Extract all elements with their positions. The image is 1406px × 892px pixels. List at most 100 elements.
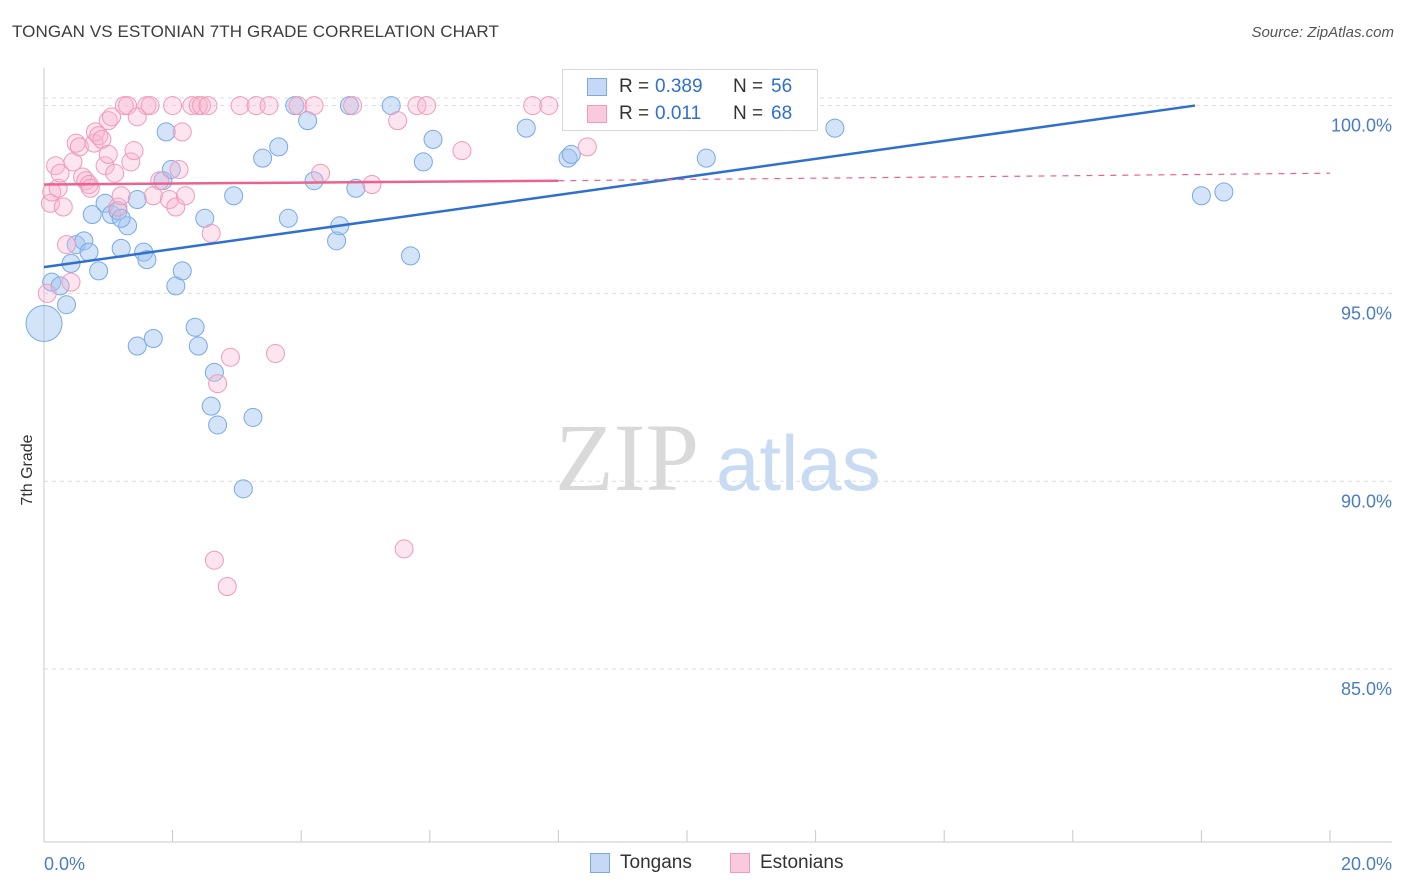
estonian-point — [452, 141, 472, 161]
tongan-point — [278, 208, 298, 228]
tongan-point — [172, 261, 192, 281]
tongan-point — [233, 479, 253, 499]
estonian-point — [124, 141, 144, 161]
estonian-point — [42, 182, 62, 202]
estonian-point — [98, 111, 118, 131]
estonian-point — [121, 152, 141, 172]
legend-n-value: 56 — [771, 76, 793, 97]
estonian-point — [288, 96, 308, 116]
estonian-point — [201, 223, 221, 243]
tongan-point — [143, 329, 163, 349]
tongan-point — [558, 148, 578, 168]
tongan-point — [243, 407, 263, 427]
estonian-point — [198, 96, 218, 116]
estonian-point — [118, 96, 138, 116]
tongan-point — [561, 144, 581, 164]
tongan-point — [127, 336, 147, 356]
tongan-point — [413, 152, 433, 172]
tongan-point — [269, 137, 289, 157]
tongan-point — [118, 216, 138, 236]
legend-n-label: N = — [733, 103, 764, 124]
tongan-point — [201, 396, 221, 416]
estonian-point — [172, 122, 192, 142]
estonian-point — [217, 577, 237, 597]
estonian-point — [108, 197, 128, 217]
tongan-point — [327, 231, 347, 251]
estonians-legend-swatch — [730, 853, 750, 873]
tongan-point — [185, 317, 205, 337]
estonian-point — [577, 137, 597, 157]
tongan-point — [89, 261, 109, 281]
estonian-point — [388, 111, 408, 131]
tongan-point — [188, 336, 208, 356]
tongan-point — [401, 246, 421, 266]
bottom-legend-tongans: Tongans — [590, 852, 692, 874]
legend-r-label: R = — [619, 103, 650, 124]
estonian-point — [166, 197, 186, 217]
legend-r-value: 0.011 — [655, 103, 702, 124]
tongan-point — [161, 159, 181, 179]
estonian-point — [230, 96, 250, 116]
estonians-legend-label: Estonians — [760, 852, 844, 873]
correlation-legend: R = 0.389 N = 56 R = 0.011 N = 68 — [562, 69, 818, 131]
y-tick-label: 100.0% — [1331, 116, 1392, 136]
estonian-point — [310, 163, 330, 183]
estonian-point — [127, 107, 147, 127]
bottom-legend-estonians: Estonians — [730, 852, 843, 874]
tongan-point — [1191, 186, 1211, 206]
tongan-point — [696, 148, 716, 168]
estonian-point — [89, 126, 109, 146]
tongan-point — [224, 186, 244, 206]
x-tick-labels: 0.0% 20.0% — [44, 854, 1392, 874]
legend-n-value: 68 — [771, 103, 793, 124]
x-tick-label: 0.0% — [44, 854, 85, 874]
estonian-point — [111, 186, 131, 206]
estonian-point — [175, 186, 195, 206]
tongan-point — [57, 295, 77, 315]
tongan-point — [79, 242, 99, 262]
estonian-point — [159, 190, 179, 210]
tongan-point — [82, 205, 102, 225]
estonian-point — [204, 550, 224, 570]
watermark: ZIP atlas — [555, 404, 881, 511]
tongan-point — [25, 304, 63, 342]
y-tick-label: 95.0% — [1341, 303, 1392, 323]
estonian-point — [407, 96, 427, 116]
tongan-point — [111, 208, 131, 228]
estonian-point — [539, 96, 559, 116]
estonian-point — [220, 347, 240, 367]
tongan-point — [304, 171, 324, 191]
watermark-zip: ZIP — [555, 404, 699, 511]
estonian-point — [523, 96, 543, 116]
tongans-trend-line — [43, 104, 1196, 269]
estonian-point — [50, 163, 70, 183]
estonian-point — [163, 96, 183, 116]
estonian-point — [57, 235, 77, 255]
estonian-point — [69, 137, 89, 157]
estonian-point — [265, 344, 285, 364]
estonian-point — [150, 171, 170, 191]
watermark-atlas: atlas — [716, 419, 881, 507]
tongan-point — [127, 190, 147, 210]
estonian-point — [98, 144, 118, 164]
estonian-point — [73, 167, 93, 187]
tongans-swatch — [587, 78, 607, 96]
estonian-point — [80, 178, 100, 198]
legend-r-label: R = — [619, 76, 650, 97]
y-tick-labels: 85.0% 90.0% 95.0% 100.0% — [1331, 116, 1392, 700]
y-tick-label: 85.0% — [1341, 679, 1392, 699]
estonian-point — [394, 539, 414, 559]
tongan-point — [825, 118, 845, 138]
data-points — [25, 96, 1234, 597]
estonian-point — [37, 283, 57, 303]
estonians-trend-extension — [558, 172, 1331, 182]
tongan-point — [208, 415, 228, 435]
estonians-trend-line — [43, 179, 559, 186]
tongan-point — [516, 118, 536, 138]
estonian-point — [362, 174, 382, 194]
estonian-point — [208, 374, 228, 394]
tongan-point — [346, 178, 366, 198]
y-tick-label: 90.0% — [1341, 491, 1392, 511]
tongan-point — [204, 362, 224, 382]
